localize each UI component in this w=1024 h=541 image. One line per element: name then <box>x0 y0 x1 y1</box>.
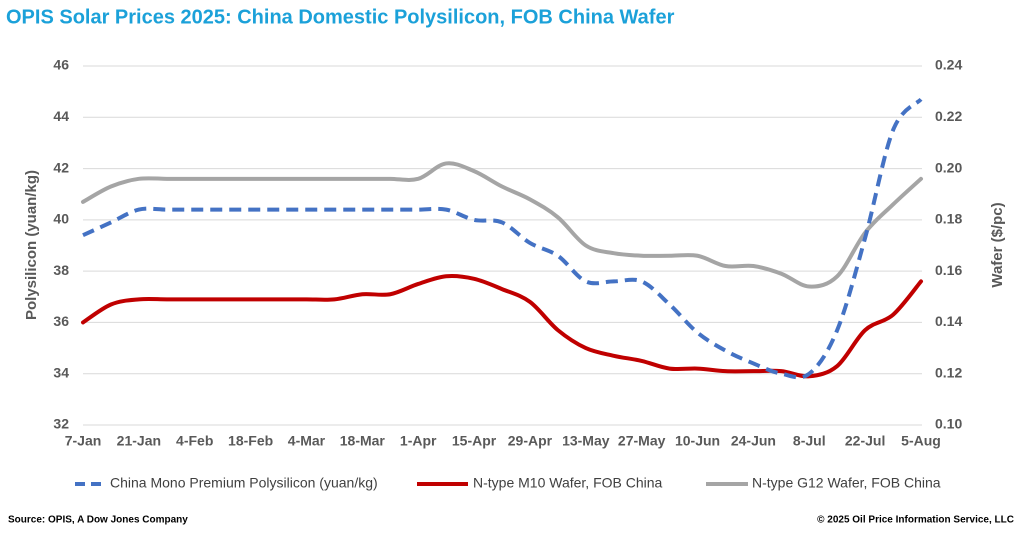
source: Source: OPIS, A Dow Jones Company <box>8 515 188 526</box>
x-tick-label: 8-Jul <box>793 433 826 449</box>
copyright: © 2025 Oil Price Information Service, LL… <box>817 515 1014 526</box>
y2-tick-label: 0.10 <box>935 416 962 432</box>
x-tick-label: 18-Mar <box>340 433 386 449</box>
x-tick-label: 4-Mar <box>288 433 326 449</box>
x-tick-label: 27-May <box>618 433 666 449</box>
legend-label: N-type M10 Wafer, FOB China <box>473 475 663 491</box>
y-axis-label: Polysilicon (yuan/kg) <box>23 170 40 320</box>
y2-tick-label: 0.14 <box>935 313 962 329</box>
y-tick-label: 38 <box>53 262 69 278</box>
x-tick-label: 7-Jan <box>65 433 102 449</box>
y2-tick-label: 0.20 <box>935 159 962 175</box>
y2-tick-label: 0.16 <box>935 262 962 278</box>
x-tick-label: 15-Apr <box>452 433 497 449</box>
y2-tick-label: 0.18 <box>935 211 962 227</box>
series-line <box>81 274 923 379</box>
chart-title: OPIS Solar Prices 2025: China Domestic P… <box>6 6 675 28</box>
y-tick-label: 44 <box>53 108 69 124</box>
x-tick-label: 24-Jun <box>731 433 776 449</box>
y-tick-label: 46 <box>53 57 69 73</box>
x-tick-label: 18-Feb <box>228 433 273 449</box>
x-tick-label: 1-Apr <box>400 433 437 449</box>
y2-tick-label: 0.24 <box>935 57 962 73</box>
legend-label: N-type G12 Wafer, FOB China <box>752 475 941 491</box>
x-tick-label: 21-Jan <box>117 433 161 449</box>
y-tick-label: 32 <box>53 416 69 432</box>
x-tick-label: 13-May <box>562 433 610 449</box>
series-line <box>81 161 923 289</box>
y2-tick-label: 0.12 <box>935 364 962 380</box>
y2-tick-label: 0.22 <box>935 108 962 124</box>
y-tick-label: 36 <box>53 313 69 329</box>
y2-axis-label: Wafer ($/pc) <box>989 202 1006 287</box>
legend-label: China Mono Premium Polysilicon (yuan/kg) <box>110 475 378 491</box>
y-tick-label: 42 <box>53 159 69 175</box>
x-tick-label: 29-Apr <box>508 433 553 449</box>
x-tick-label: 5-Aug <box>901 433 941 449</box>
series-line <box>82 97 923 380</box>
x-tick-label: 4-Feb <box>176 433 213 449</box>
x-tick-label: 10-Jun <box>675 433 720 449</box>
y-tick-label: 34 <box>53 364 69 380</box>
y-tick-label: 40 <box>53 211 69 227</box>
x-tick-label: 22-Jul <box>845 433 885 449</box>
